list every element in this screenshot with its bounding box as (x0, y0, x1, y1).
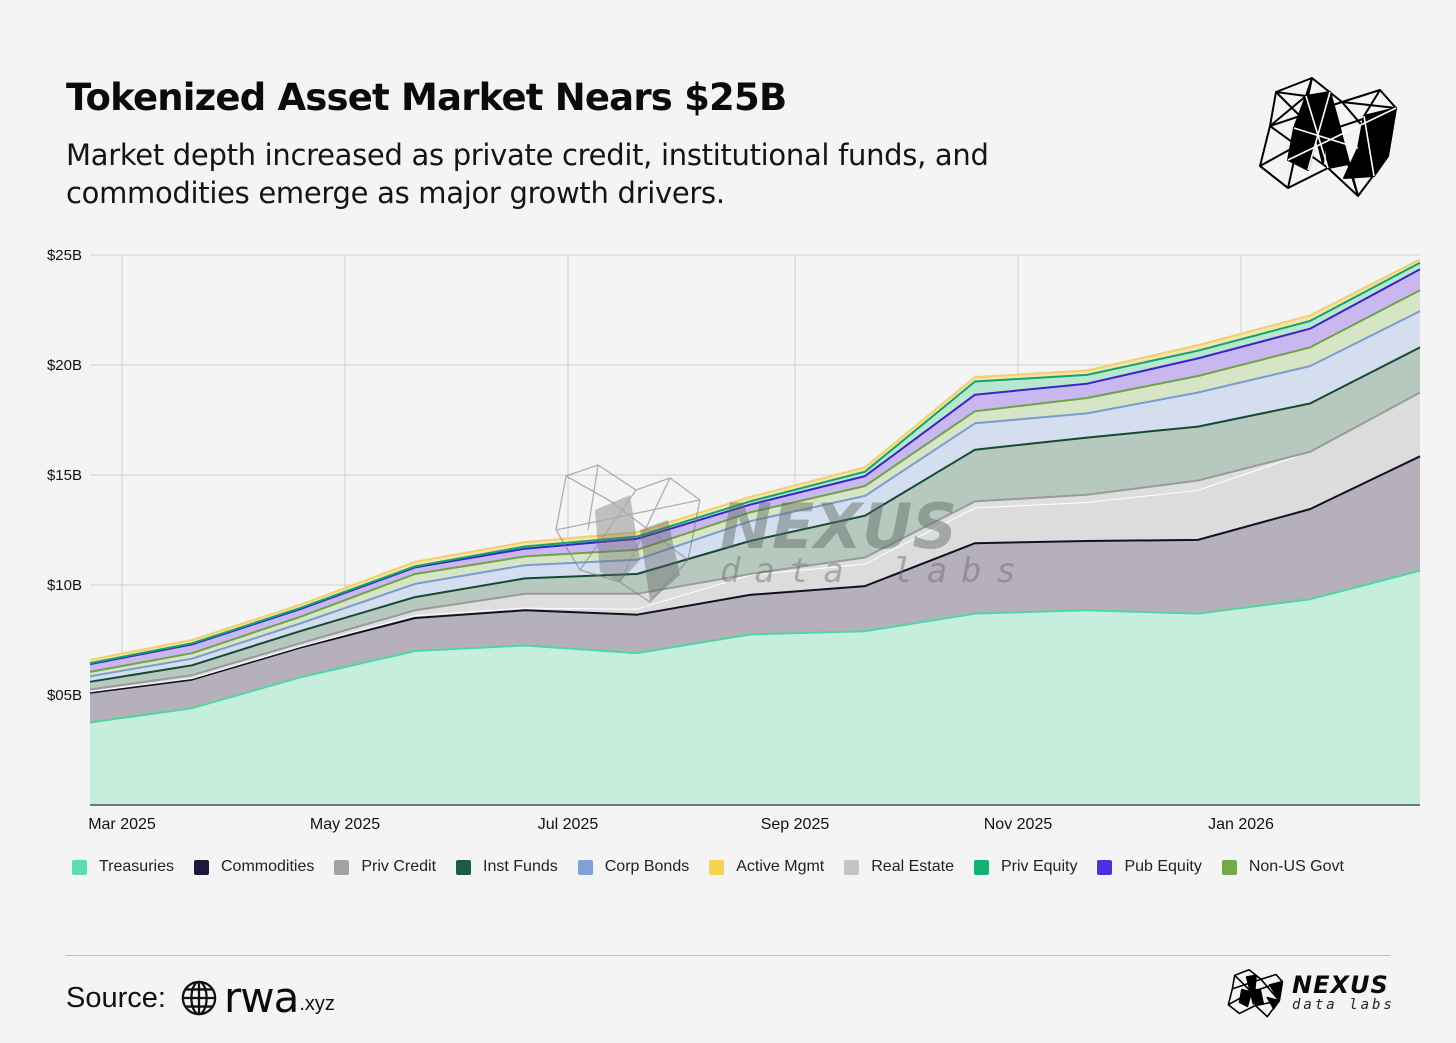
legend-label: Priv Credit (361, 858, 437, 875)
source-attribution: Source: rwa .xyz (66, 973, 335, 1022)
globe-icon (181, 980, 217, 1016)
legend-swatch (193, 859, 209, 875)
source-label: Source: (66, 982, 166, 1014)
legend-swatch (844, 859, 860, 875)
chart-axes: $05B $10B $15B $20B $25B Mar 2025 May 2025 Jul … (47, 247, 1420, 833)
legend-label: Inst Funds (483, 858, 558, 875)
legend-item-pub-equity[interactable]: Pub Equity (1097, 858, 1202, 876)
area-pub-equity (90, 269, 1420, 672)
area-treasuries (90, 570, 1420, 805)
legend-item-priv-credit[interactable]: Priv Credit (334, 858, 436, 876)
line-active-mgmt (89, 258, 1421, 661)
stacked-area-chart: NEXUS data labs $05B $10B $15B $20B $25B Mar … (47, 247, 1421, 833)
y-tick-label: $15B (47, 467, 82, 484)
area-active-mgmt (90, 259, 1420, 664)
line-priv-credit (89, 391, 1421, 691)
area-corp-bonds (90, 311, 1420, 682)
x-tick-label: May 2025 (310, 816, 380, 833)
legend-label: Treasuries (99, 858, 174, 875)
legend-swatch (1097, 859, 1113, 875)
nexus-mark-icon (1227, 968, 1284, 1018)
y-tick-label: $25B (47, 247, 82, 264)
legend-label: Active Mgmt (736, 858, 825, 875)
legend-item-real-estate[interactable]: Real Estate (844, 858, 954, 876)
source-brand-ext: .xyz (299, 993, 335, 1015)
legend-item-priv-equity[interactable]: Priv Equity (973, 858, 1078, 876)
legend-label: Pub Equity (1124, 858, 1202, 875)
legend-label: Real Estate (871, 858, 954, 875)
line-commodities (89, 455, 1421, 694)
chart-lines (89, 258, 1421, 724)
watermark-tagline: data labs (720, 551, 1030, 591)
legend-swatch (334, 859, 350, 875)
x-tick-label: Jan 2026 (1208, 816, 1274, 833)
x-tick-label: Sep 2025 (761, 816, 830, 833)
legend-label: Corp Bonds (604, 858, 690, 875)
footer-divider (66, 955, 1390, 956)
legend-swatch (709, 859, 725, 875)
area-commodities (90, 456, 1420, 723)
nexus-logo-icon (1259, 77, 1397, 197)
line-pub-equity (89, 268, 1421, 666)
chart-areas (90, 259, 1420, 805)
legend-item-corp-bonds[interactable]: Corp Bonds (577, 858, 690, 876)
line-treasuries (89, 569, 1421, 724)
line-real-estate (89, 392, 1421, 693)
source-brand: rwa (223, 973, 299, 1022)
legend-item-commodities[interactable]: Commodities (193, 858, 315, 876)
legend-label: Commodities (220, 858, 315, 875)
x-tick-label: Jul 2025 (538, 816, 599, 833)
line-corp-bonds (89, 310, 1421, 678)
legend-swatch (456, 859, 472, 875)
legend-item-active-mgmt[interactable]: Active Mgmt (709, 858, 824, 876)
x-tick-label: Nov 2025 (984, 816, 1053, 833)
chart-legend: Treasuries Commodities Priv Credit Inst Fun… (72, 858, 1364, 876)
legend-swatch (577, 859, 593, 875)
line-priv-equity (89, 261, 1421, 665)
legend-swatch (1221, 859, 1237, 875)
footer-brand: NEXUS (1292, 970, 1389, 999)
y-tick-label: $05B (47, 687, 82, 704)
line-non-us-govt (89, 289, 1421, 673)
nexus-watermark: NEXUS data labs (555, 464, 1030, 603)
chart-subtitle: Market depth increased as private credit… (66, 138, 989, 210)
x-tick-label: Mar 2025 (88, 816, 156, 833)
watermark-brand: NEXUS (720, 490, 957, 563)
footer-brand-sub: data labs (1292, 996, 1395, 1013)
line-inst-funds (89, 346, 1421, 683)
y-tick-label: $10B (47, 577, 82, 594)
legend-swatch (72, 859, 87, 875)
legend-swatch (973, 859, 989, 875)
legend-item-inst-funds[interactable]: Inst Funds (456, 858, 558, 876)
y-tick-label: $20B (47, 357, 82, 374)
legend-label: Non-US Govt (1248, 858, 1344, 875)
legend-item-treasuries[interactable]: Treasuries (72, 858, 174, 876)
area-non-us-govt (90, 290, 1420, 677)
legend-label: Priv Equity (1000, 858, 1078, 875)
nexus-footer-logo: NEXUS data labs (1222, 964, 1395, 1020)
chart-title: Tokenized Asset Market Nears $25B (66, 76, 787, 119)
legend-item-non-us-govt[interactable]: Non-US Govt (1221, 858, 1344, 876)
area-inst-funds (90, 347, 1420, 690)
